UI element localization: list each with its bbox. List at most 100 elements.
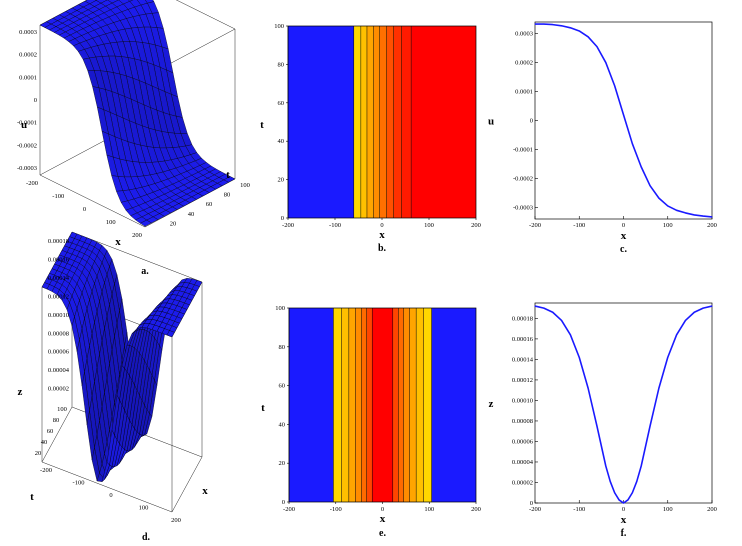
heat-band — [360, 26, 367, 218]
data-point — [667, 356, 669, 358]
surface-patch — [166, 330, 175, 338]
data-point — [578, 356, 580, 358]
z-tick-label: 0.00004 — [48, 367, 70, 374]
heat-band — [366, 26, 374, 218]
data-point — [667, 205, 669, 207]
z-tick-label: 0.00014 — [48, 275, 70, 282]
y-tick-label: 0.00002 — [512, 479, 533, 486]
y-tick-label: 0.00018 — [512, 315, 533, 322]
heat-band — [333, 308, 342, 502]
data-point — [543, 307, 545, 309]
t-tick-label: 20 — [35, 450, 42, 457]
data-point — [609, 480, 611, 482]
x-tick-label: 200 — [171, 517, 181, 524]
data-line — [534, 305, 713, 504]
data-point — [649, 185, 651, 187]
heat-band — [423, 308, 432, 502]
heat-band — [386, 26, 394, 218]
data-point — [627, 499, 629, 501]
heat-band — [366, 308, 373, 502]
surface-patch — [139, 219, 152, 227]
x-tick-label: -200 — [529, 506, 541, 513]
data-point — [640, 166, 642, 168]
data-point — [534, 305, 536, 307]
heat-band — [431, 308, 476, 502]
z-tick-label: 0.00002 — [48, 386, 69, 393]
heat-band — [348, 308, 356, 502]
t-tick-label: 40 — [188, 211, 195, 218]
heat-band — [355, 308, 362, 502]
panel-caption: f. — [621, 528, 627, 539]
x-tick-label: 100 — [106, 219, 116, 226]
heat-band — [373, 26, 380, 218]
heatmap-e: 0 20 40 60 80 100 -200 -100 0 100 200 x t e. — [261, 305, 481, 539]
data-point — [587, 387, 589, 389]
data-point — [605, 62, 607, 64]
box-edge — [175, 0, 236, 30]
z-tick-label: 0.0001 — [19, 74, 37, 81]
y-axis-label: t — [260, 119, 264, 131]
plot-frame — [534, 21, 713, 220]
y-tick-label: 60 — [279, 383, 286, 390]
y-tick-label: 40 — [279, 421, 286, 428]
heat-band — [341, 308, 349, 502]
y-tick-label: 0.00016 — [512, 336, 534, 343]
z-tick-label: 0 — [34, 97, 37, 104]
surface-plot-d: 0.00018 0.00016 0.00014 0.00012 0.00010 0.000… — [18, 231, 208, 543]
z-tick-label: -0.0002 — [17, 142, 37, 149]
data-point — [702, 215, 704, 217]
z-tick-label: 0.00012 — [48, 293, 69, 300]
x-tick-label: -100 — [329, 222, 341, 229]
y-tick-label: 0.00014 — [512, 356, 534, 363]
data-point — [640, 465, 642, 467]
y-tick-label: 0.0001 — [515, 89, 533, 96]
y-tick-label: 40 — [278, 138, 285, 145]
y-axis-label: t — [261, 402, 265, 414]
heat-band — [289, 308, 334, 502]
x-tick-label: 100 — [663, 506, 673, 513]
x-tick-label: -200 — [283, 506, 295, 513]
z-tick-label: 0.00006 — [48, 349, 70, 356]
line-plot-f: 0.00018 0.00016 0.00014 0.00012 0.00010 0.000… — [489, 302, 717, 539]
y-tick-label: 100 — [275, 305, 285, 312]
box-edge — [41, 461, 173, 513]
y-tick-label: 0 — [281, 215, 284, 222]
heat-band — [398, 308, 404, 502]
line-plot-c: 0.0003 0.0002 0.0001 0 -0.0001 -0.0002 -0.0003… — [488, 21, 717, 255]
y-tick-label: 0.00004 — [512, 459, 534, 466]
y-tick-label: 20 — [278, 177, 285, 184]
z-tick-label: 0.00018 — [48, 238, 69, 245]
heat-band — [403, 308, 410, 502]
x-axis-label: x — [202, 485, 208, 497]
data-point — [676, 209, 678, 211]
data-point — [596, 46, 598, 48]
t-axis-label: t — [226, 169, 230, 181]
heat-band — [393, 26, 402, 218]
heat-band — [379, 26, 387, 218]
data-point — [702, 307, 704, 309]
x-axis-label: x — [621, 514, 627, 526]
x-tick-label: 200 — [471, 506, 481, 513]
y-tick-label: -0.0003 — [513, 204, 533, 211]
x-tick-label: -100 — [52, 193, 64, 200]
heat-band — [401, 26, 412, 218]
y-tick-label: 0.00010 — [512, 397, 533, 404]
x-tick-label: -200 — [40, 467, 52, 474]
box-edge — [171, 456, 203, 513]
y-tick-label: 60 — [278, 100, 285, 107]
z-tick-label: 0.0003 — [19, 29, 37, 36]
x-tick-label: 0 — [109, 492, 112, 499]
box-edge — [71, 231, 203, 283]
data-point — [649, 425, 651, 427]
y-tick-label: 0.0003 — [515, 31, 533, 38]
z-axis-label: u — [21, 119, 27, 131]
y-tick-label: -0.0002 — [513, 175, 533, 182]
data-point — [693, 311, 695, 313]
y-tick-label: 20 — [279, 460, 286, 467]
data-point — [658, 387, 660, 389]
data-point — [587, 36, 589, 38]
y-tick-label: 80 — [278, 61, 285, 68]
y-tick-label: 0 — [530, 118, 533, 125]
t-tick-label: 20 — [170, 220, 177, 227]
